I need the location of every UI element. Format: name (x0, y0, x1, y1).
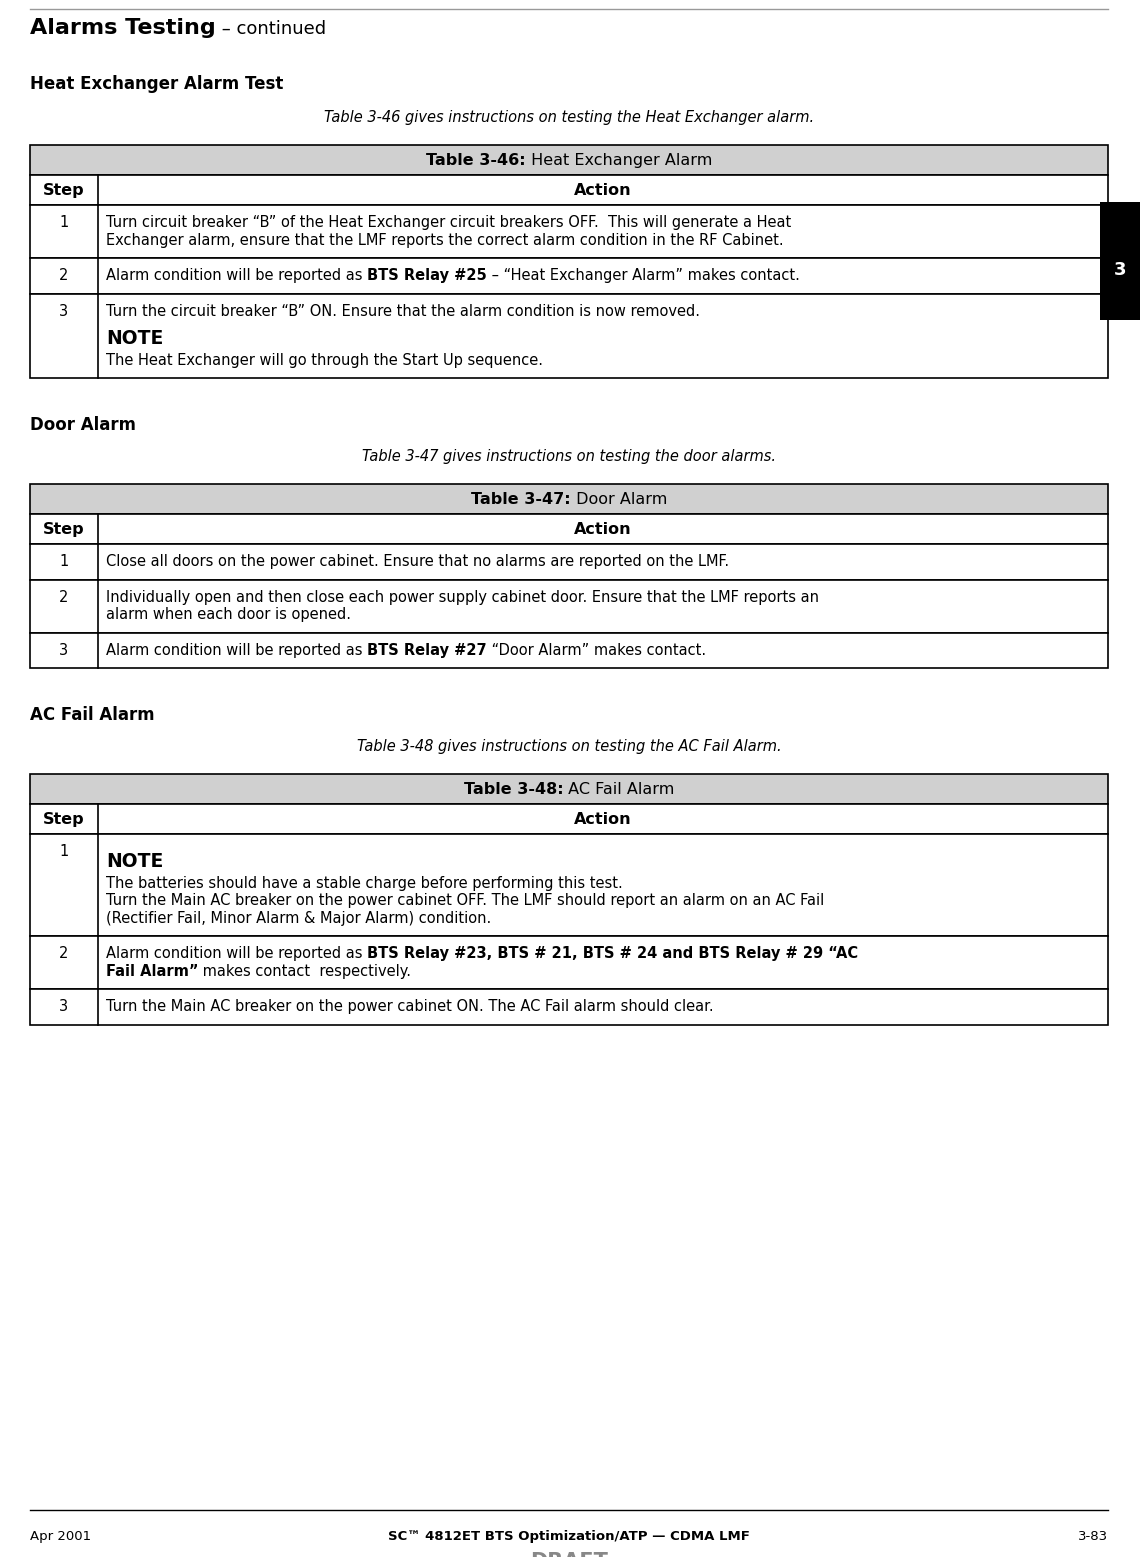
Text: – “Heat Exchanger Alarm” makes contact.: – “Heat Exchanger Alarm” makes contact. (487, 268, 800, 283)
Text: Step: Step (43, 522, 84, 537)
Text: Turn the Main AC breaker on the power cabinet ON. The AC Fail alarm should clear: Turn the Main AC breaker on the power ca… (106, 1000, 714, 1014)
Text: Close all doors on the power cabinet. Ensure that no alarms are reported on the : Close all doors on the power cabinet. En… (106, 554, 730, 568)
Text: BTS Relay #23, BTS # 21, BTS # 24 and BTS Relay # 29 “AC: BTS Relay #23, BTS # 21, BTS # 24 and BT… (367, 947, 858, 961)
Text: SC™ 4812ET BTS Optimization/ATP — CDMA LMF: SC™ 4812ET BTS Optimization/ATP — CDMA L… (388, 1531, 750, 1543)
Text: Alarm condition will be reported as: Alarm condition will be reported as (106, 947, 367, 961)
Text: 3: 3 (59, 304, 68, 319)
Text: Apr 2001: Apr 2001 (30, 1531, 91, 1543)
Bar (30, 632, 1108, 668)
Text: Turn the Main AC breaker on the power cabinet OFF. The LMF should report an alar: Turn the Main AC breaker on the power ca… (106, 894, 824, 908)
Text: The Heat Exchanger will go through the Start Up sequence.: The Heat Exchanger will go through the S… (106, 352, 543, 367)
Bar (30, 206, 1108, 258)
Text: 2: 2 (59, 947, 68, 961)
Text: makes contact  respectively.: makes contact respectively. (198, 964, 412, 978)
Bar (30, 258, 1108, 294)
Bar (30, 774, 1108, 803)
Bar (30, 174, 1108, 206)
Text: AC Fail Alarm: AC Fail Alarm (30, 705, 155, 724)
Text: alarm when each door is opened.: alarm when each door is opened. (106, 607, 351, 621)
Text: 1: 1 (59, 215, 68, 230)
Bar (30, 803, 1108, 835)
Text: 3: 3 (59, 643, 68, 657)
Text: 1: 1 (59, 844, 68, 859)
Text: Turn the circuit breaker “B” ON. Ensure that the alarm condition is now removed.: Turn the circuit breaker “B” ON. Ensure … (106, 304, 700, 319)
Text: Step: Step (43, 811, 84, 827)
Text: Turn circuit breaker “B” of the Heat Exchanger circuit breakers OFF.  This will : Turn circuit breaker “B” of the Heat Exc… (106, 215, 791, 230)
Text: “Door Alarm” makes contact.: “Door Alarm” makes contact. (487, 643, 706, 657)
Bar (30, 294, 1108, 378)
Bar (30, 543, 1108, 579)
Bar (30, 835, 1108, 936)
Bar (30, 989, 1108, 1025)
Text: Alarm condition will be reported as: Alarm condition will be reported as (106, 268, 367, 283)
Text: Table 3-47 gives instructions on testing the door alarms.: Table 3-47 gives instructions on testing… (363, 448, 776, 464)
Text: (Rectifier Fail, Minor Alarm & Major Alarm) condition.: (Rectifier Fail, Minor Alarm & Major Ala… (106, 911, 491, 925)
Text: NOTE: NOTE (106, 852, 163, 870)
Text: Action: Action (575, 182, 632, 198)
Bar (30, 484, 1108, 514)
Text: 3-83: 3-83 (1078, 1531, 1108, 1543)
Text: NOTE: NOTE (106, 329, 163, 349)
Text: Action: Action (575, 811, 632, 827)
Text: BTS Relay #25: BTS Relay #25 (367, 268, 487, 283)
Text: Action: Action (575, 522, 632, 537)
Text: Table 3-47:: Table 3-47: (471, 492, 571, 506)
Text: Table 3-46:: Table 3-46: (426, 153, 526, 168)
Bar (1100, 220, 1140, 321)
Text: Table 3-46 gives instructions on testing the Heat Exchanger alarm.: Table 3-46 gives instructions on testing… (324, 111, 814, 125)
Text: Alarms Testing: Alarms Testing (30, 19, 215, 37)
Text: The batteries should have a stable charge before performing this test.: The batteries should have a stable charg… (106, 875, 622, 891)
Bar (30, 579, 1108, 632)
Text: Step: Step (43, 182, 84, 198)
Text: Heat Exchanger Alarm: Heat Exchanger Alarm (526, 153, 712, 168)
Text: Door Alarm: Door Alarm (30, 416, 136, 434)
Text: Fail Alarm”: Fail Alarm” (106, 964, 198, 978)
Bar (30, 514, 1108, 543)
Bar (1100, 202, 1140, 220)
Text: Exchanger alarm, ensure that the LMF reports the correct alarm condition in the : Exchanger alarm, ensure that the LMF rep… (106, 232, 783, 248)
Text: Table 3-48 gives instructions on testing the AC Fail Alarm.: Table 3-48 gives instructions on testing… (357, 740, 781, 754)
Text: Alarm condition will be reported as: Alarm condition will be reported as (106, 643, 367, 657)
Bar (30, 936, 1108, 989)
Text: Table 3-48:: Table 3-48: (464, 782, 563, 797)
Text: 2: 2 (59, 268, 68, 283)
Text: 1: 1 (59, 554, 68, 568)
Text: Individually open and then close each power supply cabinet door. Ensure that the: Individually open and then close each po… (106, 590, 819, 604)
Text: – continued: – continued (215, 20, 326, 37)
Text: BTS Relay #27: BTS Relay #27 (367, 643, 487, 657)
Text: 3: 3 (59, 1000, 68, 1014)
Text: AC Fail Alarm: AC Fail Alarm (563, 782, 675, 797)
Bar (30, 145, 1108, 174)
Text: 2: 2 (59, 590, 68, 604)
Text: DRAFT: DRAFT (530, 1552, 608, 1557)
Text: Door Alarm: Door Alarm (571, 492, 667, 506)
Text: 3: 3 (1114, 262, 1126, 279)
Text: Heat Exchanger Alarm Test: Heat Exchanger Alarm Test (30, 75, 284, 93)
